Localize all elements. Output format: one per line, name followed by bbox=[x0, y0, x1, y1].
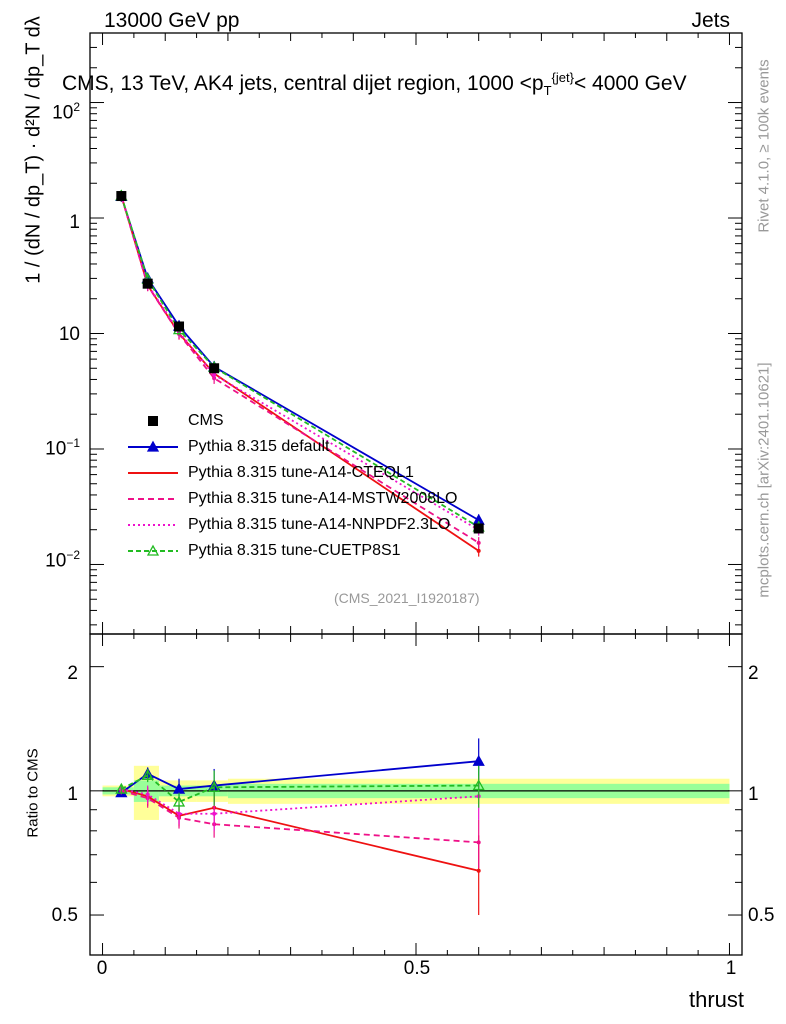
mcplots-label: mcplots.cern.ch [arXiv:2401.10621] bbox=[755, 362, 773, 598]
ratio-y-axis-label: Ratio to CMS bbox=[24, 748, 42, 838]
series-3 bbox=[119, 190, 481, 831]
y-tick-label: 1 bbox=[69, 212, 80, 233]
series-point-ratio bbox=[212, 811, 217, 816]
y-tick-label: 102 bbox=[52, 100, 80, 124]
legend-label-mstw2008lo: Pythia 8.315 tune-A14-MSTW2008LO bbox=[188, 490, 458, 507]
plot-title: CMS, 13 TeV, AK4 jets, central dijet reg… bbox=[62, 70, 687, 98]
series-point-ratio bbox=[177, 811, 182, 816]
series-line-main bbox=[120, 195, 480, 531]
series-point-ratio bbox=[208, 780, 221, 792]
header-left: 13000 GeV pp bbox=[104, 9, 240, 32]
legend bbox=[128, 416, 178, 556]
series-point-ratio bbox=[476, 840, 481, 845]
x-tick-label: 0 bbox=[96, 958, 108, 979]
y-tick-label: 10−1 bbox=[45, 436, 80, 460]
y-tick-label: 0.5 bbox=[51, 905, 78, 926]
legend-swatch-marker bbox=[146, 544, 160, 556]
series-point-ratio bbox=[172, 795, 186, 807]
legend-swatch-cms bbox=[148, 416, 158, 426]
x-tick-label: 1 bbox=[725, 958, 737, 979]
cms-data-point bbox=[174, 321, 185, 332]
main-y-axis-label: 1 / (dN / dp_T) · d²N / dp_T dλ bbox=[22, 16, 45, 284]
series-point-main bbox=[476, 540, 481, 545]
series-point-ratio bbox=[472, 779, 485, 791]
data-points bbox=[116, 191, 484, 534]
cms-data-point bbox=[142, 278, 153, 289]
axis-ticks bbox=[90, 32, 742, 955]
plot-title-text: CMS, 13 TeV, AK4 jets, central dijet reg… bbox=[62, 72, 544, 95]
cms-data-point bbox=[473, 523, 484, 534]
series-point-ratio bbox=[141, 769, 154, 781]
series-point-main bbox=[212, 372, 217, 377]
y-tick-label-right: 0.5 bbox=[748, 905, 775, 926]
plot-title-sup: {jet} bbox=[551, 70, 574, 85]
rivet-version-label: Rivet 4.1.0, ≥ 100k events bbox=[755, 59, 773, 233]
legend-swatch-marker bbox=[146, 440, 160, 452]
reference-tag: (CMS_2021_I1920187) bbox=[334, 590, 480, 606]
legend-label-cms: CMS bbox=[188, 412, 224, 429]
y-tick-label-right: 2 bbox=[748, 663, 759, 684]
y-tick-label-right: 1 bbox=[748, 784, 759, 805]
series-point-ratio bbox=[115, 782, 128, 794]
series-point-ratio bbox=[145, 792, 150, 797]
y-tick-label: 1 bbox=[67, 784, 78, 805]
legend-label-default: Pythia 8.315 default bbox=[188, 438, 330, 455]
x-axis-label: thrust bbox=[688, 987, 744, 1012]
legend-label-cuetp8s1: Pythia 8.315 tune-CUETP8S1 bbox=[188, 542, 401, 559]
cms-data-point bbox=[209, 363, 220, 374]
cms-data-point bbox=[116, 191, 127, 202]
header-right: Jets bbox=[691, 9, 730, 32]
series-point-ratio bbox=[472, 754, 485, 766]
y-tick-label: 2 bbox=[67, 663, 78, 684]
x-tick-label: 0.5 bbox=[403, 958, 431, 979]
y-tick-label: 10 bbox=[58, 324, 80, 345]
series-line-ratio bbox=[120, 774, 479, 803]
plot-title-end: < 4000 GeV bbox=[573, 72, 687, 95]
plot-title-sub: T bbox=[543, 83, 552, 99]
series-point-ratio bbox=[476, 868, 481, 873]
legend-label-cteql1: Pythia 8.315 tune-A14-CTEQL1 bbox=[188, 464, 414, 481]
series-point-main bbox=[476, 548, 481, 553]
y-tick-label: 10−2 bbox=[45, 548, 80, 572]
legend-label-nnpdf23lo: Pythia 8.315 tune-A14-NNPDF2.3LO bbox=[188, 516, 451, 533]
